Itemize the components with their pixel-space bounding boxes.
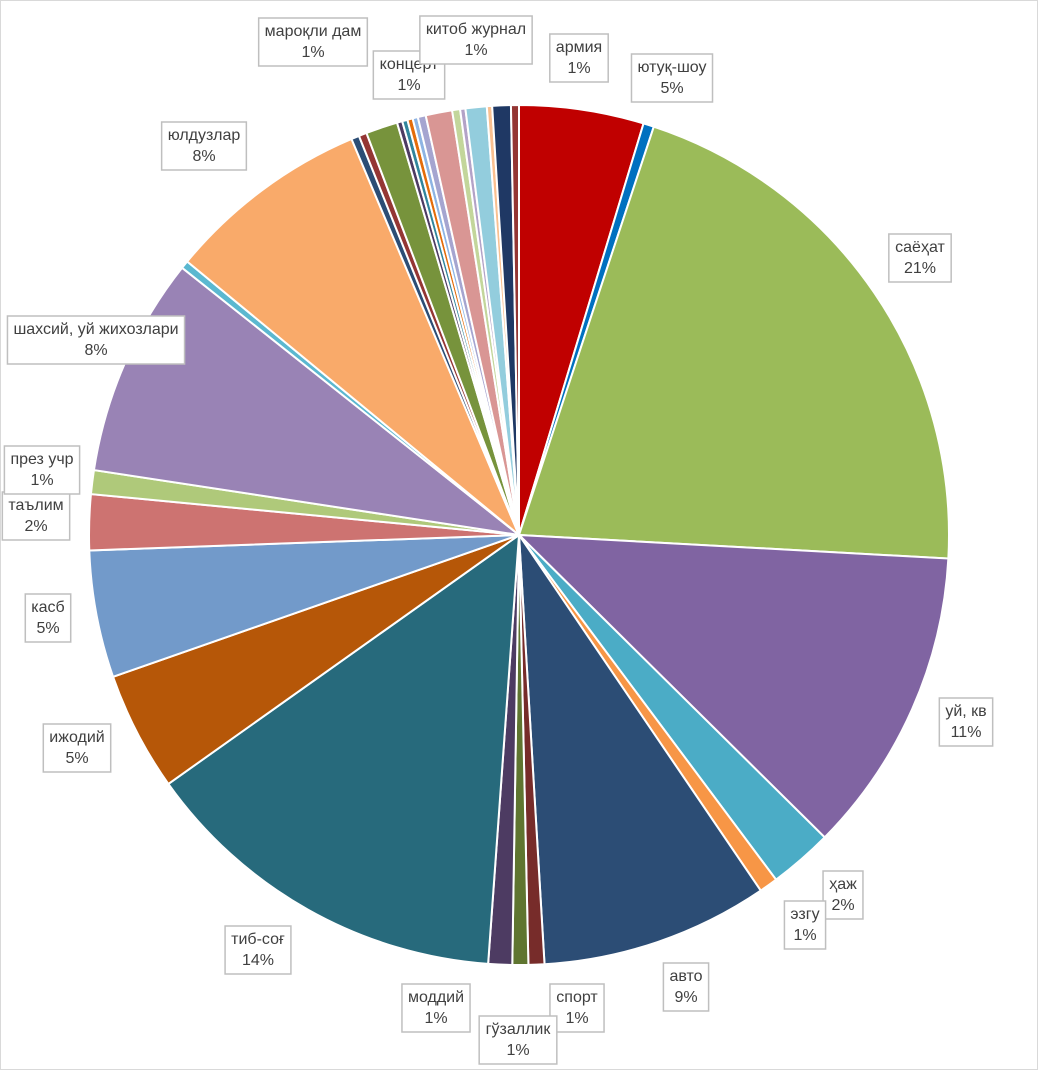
pie-slice bbox=[516, 533, 950, 839]
label-box bbox=[662, 962, 710, 1012]
value-label: 5% bbox=[660, 80, 683, 97]
label-box bbox=[257, 17, 369, 67]
label-box bbox=[160, 121, 248, 171]
value-label: 11% bbox=[951, 724, 982, 741]
pie-slice bbox=[517, 531, 763, 966]
slice-label: шахсий, уй жихозлари bbox=[13, 321, 178, 338]
label-box bbox=[6, 315, 186, 365]
value-label: 5% bbox=[36, 620, 59, 637]
pie-slice bbox=[185, 137, 520, 536]
label-box bbox=[938, 697, 994, 747]
slice-label: гўзаллик bbox=[486, 1021, 552, 1038]
value-label: 5% bbox=[65, 750, 88, 767]
value-label: 1% bbox=[397, 77, 420, 94]
label-box bbox=[419, 15, 533, 65]
value-label: 1% bbox=[506, 1042, 529, 1059]
slice-label: уй, кв bbox=[945, 703, 986, 720]
label-box bbox=[630, 53, 714, 103]
value-label: 1% bbox=[424, 1010, 447, 1027]
label-box bbox=[888, 233, 952, 283]
pie-slice bbox=[517, 125, 950, 560]
labels: ютуқ-шоу 5% саёҳат 21% уй, кв 11% ҳаж 2% эзгу 1% а… bbox=[1, 15, 994, 1065]
label-box bbox=[24, 593, 72, 643]
value-label: 8% bbox=[192, 148, 215, 165]
slice-label: спорт bbox=[556, 989, 598, 1006]
value-label: 14% bbox=[242, 952, 274, 969]
slice-label: ютуқ-шоу bbox=[637, 59, 706, 76]
pie-slice bbox=[166, 532, 521, 965]
label-box bbox=[42, 723, 112, 773]
slices bbox=[88, 103, 950, 966]
value-label: 8% bbox=[84, 342, 107, 359]
label-box bbox=[549, 983, 605, 1033]
label-box bbox=[224, 925, 292, 975]
slice-label: ижодий bbox=[49, 729, 104, 746]
value-label: 1% bbox=[301, 44, 324, 61]
slice-label: тиб-соғ bbox=[231, 931, 285, 948]
value-label: 9% bbox=[674, 989, 697, 1006]
slice-label: ҳаж bbox=[829, 876, 857, 893]
slice-label: саёҳат bbox=[895, 239, 945, 256]
value-label: 21% bbox=[904, 260, 936, 277]
slice-label: юлдузлар bbox=[168, 127, 241, 144]
pie-slice bbox=[509, 103, 520, 536]
value-label: 1% bbox=[567, 60, 590, 77]
label-box bbox=[783, 900, 827, 950]
slice-label: китоб журнал bbox=[426, 21, 526, 38]
slice-label: мароқли дам bbox=[265, 23, 362, 40]
label-box bbox=[549, 33, 609, 83]
label-box bbox=[401, 983, 471, 1033]
value-label: 2% bbox=[831, 897, 854, 914]
slice-label: моддий bbox=[408, 989, 464, 1006]
value-label: 1% bbox=[793, 927, 816, 944]
slice-label: таълим bbox=[8, 497, 63, 514]
value-label: 1% bbox=[30, 472, 53, 489]
label-box bbox=[478, 1015, 558, 1065]
slice-label: армия bbox=[556, 39, 602, 56]
label-box bbox=[1, 491, 71, 541]
value-label: 2% bbox=[24, 518, 47, 535]
label-box bbox=[822, 870, 864, 920]
slice-label: през учр bbox=[10, 451, 73, 468]
slice-label: касб bbox=[31, 599, 64, 616]
value-label: 1% bbox=[464, 42, 487, 59]
slice-label: авто bbox=[669, 968, 702, 985]
label-box bbox=[3, 445, 81, 495]
value-label: 1% bbox=[565, 1010, 588, 1027]
slice-label: эзгу bbox=[790, 906, 819, 923]
